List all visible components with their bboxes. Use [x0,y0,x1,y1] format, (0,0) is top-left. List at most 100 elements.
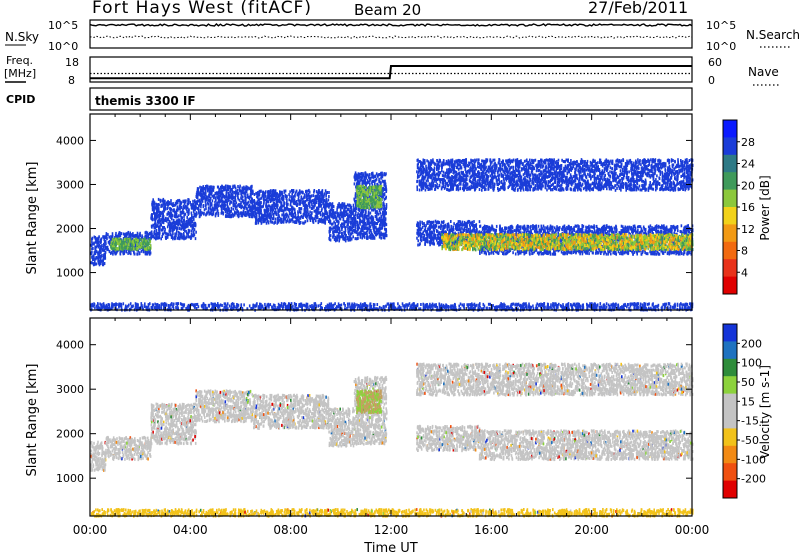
power-range-cell [206,188,208,191]
power-range-cell [125,250,127,253]
power-range-cell [575,225,577,228]
power-range-cell [350,204,352,207]
power-range-cell [153,226,155,229]
power-range-cell [164,218,166,221]
power-range-cell [328,199,330,202]
power-range-cell [166,233,168,236]
power-range-cell [275,203,277,206]
power-range-cell [230,188,232,191]
power-range-cell [194,201,196,204]
power-range-cell [188,235,190,238]
power-range-cell [222,212,224,215]
power-range-cell [353,198,355,201]
power-range-cell [250,195,252,198]
power-range-cell [512,251,514,254]
power-range-cell [367,179,369,182]
power-range-cell [325,189,327,192]
power-range-cell [294,194,296,197]
power-range-cell [112,235,114,238]
power-range-cell [243,192,245,195]
power-range-cell [124,233,126,236]
power-range-cell [99,252,101,255]
power-range-cell [218,198,220,201]
power-data-cells [90,158,694,312]
power-range-cell [221,186,223,189]
power-range-cell [321,209,323,212]
power-range-cell [237,185,239,188]
power-range-cell [308,189,310,192]
nsearch-tick-bottom: 10^0 [706,40,736,53]
power-range-cell [310,195,312,198]
power-range-cell [121,232,123,235]
power-range-cell [371,220,373,223]
power-range-cell [420,228,422,231]
power-range-cell [230,185,232,188]
power-range-cell [279,215,281,218]
power-range-cell [233,200,235,203]
nsearch-trace [90,36,692,38]
power-range-cell [687,224,689,227]
power-range-cell [424,229,426,232]
power-range-cell [304,208,306,211]
power-range-cell [350,217,352,220]
power-range-cell [367,174,369,177]
power-range-cell [383,218,385,221]
power-range-cell [311,217,313,220]
power-range-cell [459,227,461,230]
power-range-cell [129,233,131,236]
power-range-cell [130,252,132,255]
power-range-cell [476,228,478,231]
power-range-cell [378,178,380,181]
power-range-cell [173,224,175,227]
power-range-cell [225,210,227,213]
power-range-cell [474,230,476,233]
power-range-cell [222,207,224,210]
power-range-cell [159,236,161,239]
power-range-cell [154,218,156,221]
power-range-cell [538,225,540,228]
power-range-cell [165,203,167,206]
power-range-cell [334,230,336,233]
power-range-cell [566,252,568,255]
power-range-cell [362,235,364,238]
power-range-cell [218,195,220,198]
power-range-cell [292,191,294,194]
power-range-cell [371,217,373,220]
power-range-cell [151,214,153,217]
power-range-cell [588,252,590,255]
power-range-cell [294,198,296,201]
power-range-cell [382,226,384,229]
power-range-cell [360,228,362,231]
power-range-cell [167,236,169,239]
power-range-cell [112,232,114,235]
power-range-cell [430,236,432,239]
power-range-cell [364,172,366,175]
power-range-cell [260,190,262,193]
power-range-cell [99,249,101,252]
power-range-cell [292,208,294,211]
power-range-cell [379,217,381,220]
power-range-cell [290,201,292,204]
power-range-cell [462,221,464,224]
power-range-cell [380,212,382,215]
power-range-cell [231,197,233,200]
power-range-cell [357,237,359,240]
power-range-cell [422,226,424,229]
power-range-cell [385,173,387,176]
power-range-cell [217,212,219,215]
power-range-cell [359,219,361,222]
power-range-cell [190,220,192,223]
power-range-cell [216,204,218,207]
power-range-cell [98,244,100,247]
power-range-cell [275,193,277,196]
power-range-cell [305,200,307,203]
power-range-cell [318,202,320,205]
power-range-cell [268,200,270,203]
freq-trace [90,66,692,78]
power-range-cell [95,257,97,260]
power-range-cell [371,233,373,236]
power-range-cell [351,209,353,212]
power-range-cell [160,205,162,208]
power-range-cell [180,200,182,203]
power-range-cell [354,182,356,185]
